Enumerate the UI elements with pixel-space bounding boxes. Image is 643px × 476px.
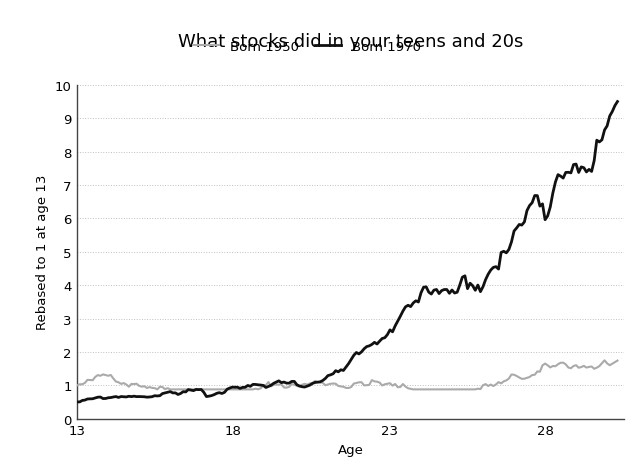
X-axis label: Age: Age	[338, 443, 363, 456]
Born 1950	[154, 387, 161, 392]
Born 1970	[526, 203, 534, 209]
Born 1970	[329, 371, 337, 377]
Born 1950	[345, 385, 352, 391]
Born 1950	[332, 381, 340, 387]
Line: Born 1950: Born 1950	[77, 361, 617, 389]
Born 1950	[613, 358, 621, 364]
Born 1970	[187, 387, 195, 393]
Born 1970	[557, 174, 565, 179]
Legend: Born 1950, Born 1970: Born 1950, Born 1970	[193, 40, 421, 54]
Born 1950	[529, 372, 536, 378]
Born 1950	[190, 387, 197, 392]
Born 1970	[78, 398, 86, 404]
Born 1950	[559, 360, 567, 366]
Born 1970	[342, 364, 350, 370]
Title: What stocks did in your teens and 20s: What stocks did in your teens and 20s	[177, 33, 523, 51]
Line: Born 1970: Born 1970	[77, 102, 617, 402]
Born 1970	[613, 99, 621, 105]
Born 1970	[73, 399, 81, 405]
Born 1950	[78, 382, 86, 387]
Born 1950	[73, 383, 81, 388]
Born 1950	[601, 358, 608, 364]
Y-axis label: Rebased to 1 at age 13: Rebased to 1 at age 13	[36, 175, 49, 330]
